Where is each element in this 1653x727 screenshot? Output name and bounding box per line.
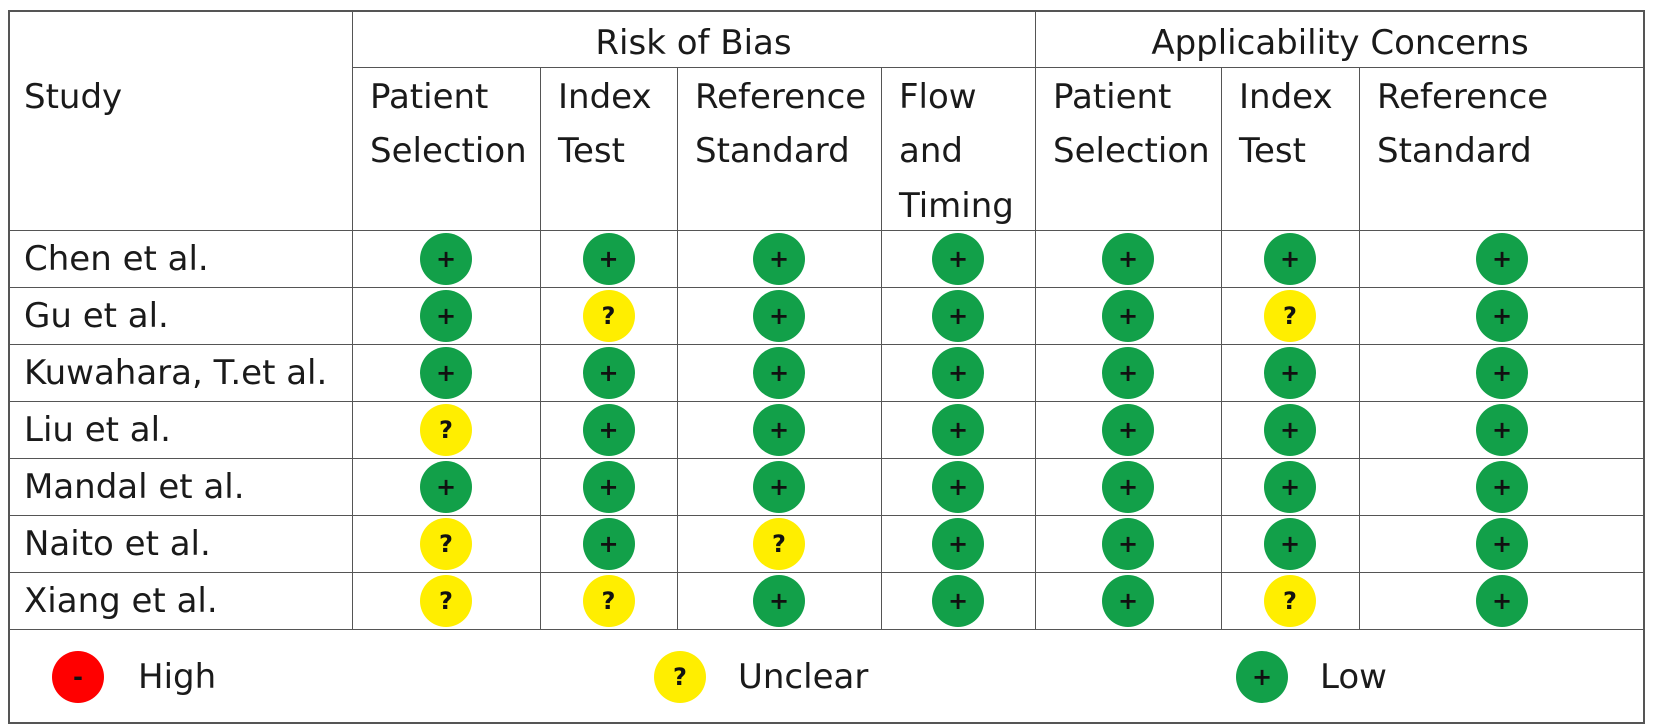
row-divider	[8, 515, 1645, 516]
low-rating-icon: +	[1476, 346, 1528, 399]
low-rating-icon: +	[1102, 289, 1154, 342]
low-rating-icon: +	[932, 574, 984, 627]
legend-high-label: High	[138, 656, 217, 697]
table-border-bottom	[8, 722, 1645, 724]
unclear-rating-icon: ?	[1264, 574, 1316, 627]
low-rating-icon: +	[1476, 574, 1528, 627]
low-rating-icon: +	[1102, 403, 1154, 456]
study-header: Study	[24, 77, 123, 117]
row-divider	[8, 344, 1645, 345]
low-rating-icon: +	[582, 517, 635, 570]
study-name: Xiang et al.	[24, 581, 218, 621]
column-header: Patient Selection	[370, 77, 527, 172]
low-rating-icon: +	[420, 232, 472, 285]
low-rating-icon: +	[932, 460, 984, 513]
study-name: Naito et al.	[24, 524, 211, 564]
low-rating-icon: +	[753, 574, 805, 627]
legend-unclear-icon: ?	[654, 650, 706, 703]
study-name: Mandal et al.	[24, 467, 245, 507]
group-header-risk-of-bias: Risk of Bias	[595, 23, 792, 63]
study-name: Gu et al.	[24, 296, 169, 336]
study-name: Liu et al.	[24, 410, 171, 450]
low-rating-icon: +	[1102, 232, 1154, 285]
legend-high-icon: -	[52, 650, 104, 703]
low-rating-icon: +	[932, 289, 984, 342]
low-rating-icon: +	[1264, 460, 1316, 513]
row-divider	[8, 572, 1645, 573]
low-rating-icon: +	[932, 346, 984, 399]
column-divider	[540, 67, 541, 629]
table-border-left	[8, 10, 10, 724]
low-rating-icon: +	[753, 403, 805, 456]
low-rating-icon: +	[932, 403, 984, 456]
column-header: Reference Standard	[1377, 77, 1549, 172]
low-rating-icon: +	[1264, 517, 1316, 570]
column-header: Patient Selection	[1053, 77, 1210, 172]
low-rating-icon: +	[582, 232, 635, 285]
legend-low-label: Low	[1320, 656, 1387, 697]
low-rating-icon: +	[1476, 403, 1528, 456]
low-rating-icon: +	[753, 289, 805, 342]
row-divider	[8, 230, 1645, 231]
low-rating-icon: +	[753, 346, 805, 399]
column-header: Flow and Timing	[899, 77, 1014, 226]
row-divider	[8, 287, 1645, 288]
legend-low-icon: +	[1236, 650, 1288, 703]
low-rating-icon: +	[1476, 460, 1528, 513]
column-divider	[1221, 67, 1222, 629]
table-border-right	[1643, 10, 1645, 724]
column-divider	[881, 67, 882, 629]
unclear-rating-icon: ?	[420, 403, 472, 456]
column-divider	[1359, 67, 1360, 629]
low-rating-icon: +	[582, 346, 635, 399]
low-rating-icon: +	[753, 232, 805, 285]
study-name: Chen et al.	[24, 239, 209, 279]
low-rating-icon: +	[1476, 232, 1528, 285]
low-rating-icon: +	[932, 517, 984, 570]
group-header-applicability: Applicability Concerns	[1151, 23, 1529, 63]
column-divider	[352, 10, 353, 629]
row-divider	[352, 67, 1645, 68]
unclear-rating-icon: ?	[582, 289, 635, 342]
low-rating-icon: +	[1476, 289, 1528, 342]
low-rating-icon: +	[582, 403, 635, 456]
risk-of-bias-table: Risk of Bias Applicability Concerns Stud…	[8, 10, 1645, 724]
unclear-rating-icon: ?	[420, 517, 472, 570]
low-rating-icon: +	[1264, 232, 1316, 285]
row-divider	[8, 458, 1645, 459]
row-divider	[8, 401, 1645, 402]
column-header: Reference Standard	[695, 77, 867, 172]
column-divider	[677, 67, 678, 629]
unclear-rating-icon: ?	[753, 517, 805, 570]
legend-unclear-label: Unclear	[738, 656, 869, 697]
low-rating-icon: +	[1102, 574, 1154, 627]
unclear-rating-icon: ?	[582, 574, 635, 627]
low-rating-icon: +	[420, 289, 472, 342]
column-divider	[1035, 10, 1036, 629]
row-divider	[8, 629, 1645, 630]
low-rating-icon: +	[582, 460, 635, 513]
low-rating-icon: +	[420, 346, 472, 399]
low-rating-icon: +	[753, 460, 805, 513]
low-rating-icon: +	[1476, 517, 1528, 570]
low-rating-icon: +	[1102, 346, 1154, 399]
low-rating-icon: +	[1102, 460, 1154, 513]
low-rating-icon: +	[1102, 517, 1154, 570]
unclear-rating-icon: ?	[420, 574, 472, 627]
column-header: Index Test	[558, 77, 652, 172]
study-name: Kuwahara, T.et al.	[24, 353, 328, 393]
column-header: Index Test	[1239, 77, 1333, 172]
low-rating-icon: +	[932, 232, 984, 285]
table-border-top	[8, 10, 1645, 12]
unclear-rating-icon: ?	[1264, 289, 1316, 342]
low-rating-icon: +	[1264, 346, 1316, 399]
low-rating-icon: +	[420, 460, 472, 513]
low-rating-icon: +	[1264, 403, 1316, 456]
